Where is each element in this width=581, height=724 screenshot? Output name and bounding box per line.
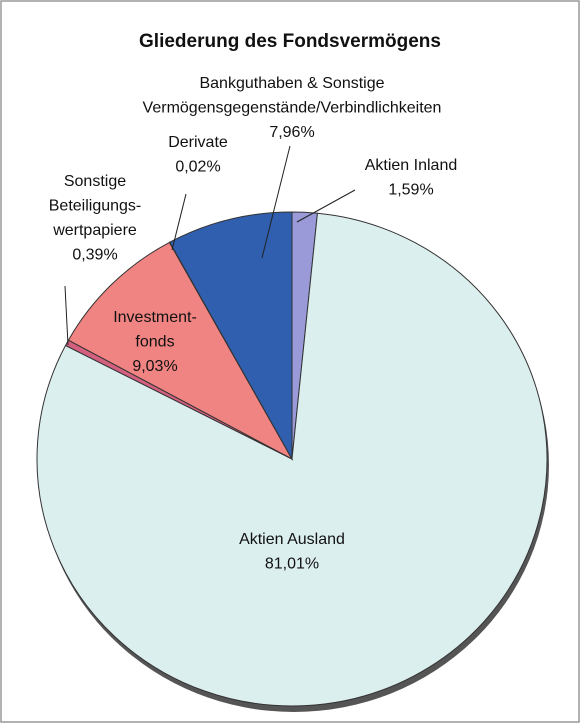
value-label: 0,39%	[72, 247, 117, 264]
label-line: fonds	[135, 334, 174, 351]
label-line: Beteiligungs-	[49, 198, 142, 215]
slice-label: Investment-fonds 9,03%	[113, 309, 197, 375]
slice-label: Sonstige Beteiligungs-wertpapiere 0,39%	[49, 173, 142, 264]
label-line: Aktien Ausland	[239, 531, 345, 548]
slice-label: Aktien Ausland 81,01%	[239, 531, 345, 573]
label-line: Derivate	[168, 134, 228, 151]
value-label: 9,03%	[132, 358, 177, 375]
slice-label: Bankguthaben & Sonstige Vermögensgegenstä…	[143, 75, 442, 141]
value-label: 0,02%	[175, 159, 220, 176]
label-line: Vermögensgegenstände/Verbindlichkeiten	[143, 100, 442, 117]
label-line: Bankguthaben & Sonstige	[199, 75, 384, 92]
slice-label: Derivate 0,02%	[168, 134, 228, 176]
label-line: Investment-	[113, 309, 197, 326]
pie-slice	[169, 211, 293, 461]
value-label: 1,59%	[388, 182, 433, 199]
label-line: wertpapiere	[52, 222, 137, 239]
leader-line	[296, 189, 356, 223]
slice-label: Aktien Inland 1,59%	[365, 157, 458, 199]
label-line: Aktien Inland	[365, 157, 458, 174]
label-line: Sonstige	[64, 173, 126, 190]
leader-line	[261, 145, 291, 259]
value-label: 81,01%	[265, 556, 319, 573]
leader-line	[64, 285, 69, 346]
pie-slice	[67, 241, 294, 461]
chart-title: Gliederung des Fondsvermögens	[139, 31, 441, 52]
leader-line	[171, 193, 187, 251]
value-label: 7,96%	[269, 124, 314, 141]
